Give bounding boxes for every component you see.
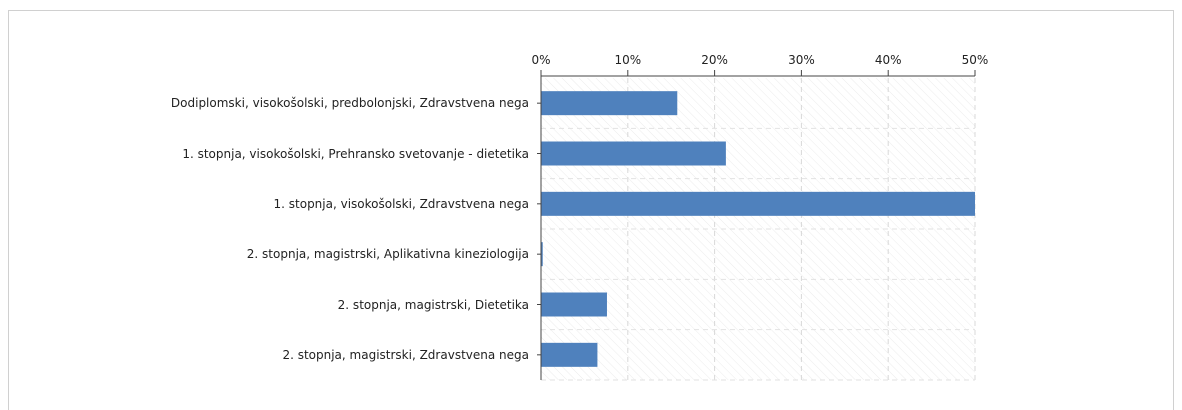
bar [541, 141, 726, 166]
y-tick-label: 2. stopnja, magistrski, Zdravstvena nega [282, 347, 529, 362]
x-tick-label: 20% [701, 53, 728, 67]
y-tick-label: Dodiplomski, visokošolski, predbolonjski… [170, 96, 529, 111]
bar [541, 191, 975, 216]
x-tick-label: 40% [875, 53, 902, 67]
bar [541, 91, 678, 116]
x-tick-label: 10% [614, 53, 641, 67]
x-tick-label: 30% [788, 53, 815, 67]
y-tick-label: 2. stopnja, magistrski, Aplikativna kine… [246, 247, 529, 262]
chart-frame [8, 10, 1174, 410]
y-tick-label: 1. stopnja, visokošolski, Zdravstvena ne… [273, 196, 530, 211]
y-tick-label: 2. stopnja, magistrski, Dietetika [337, 297, 529, 312]
bar [541, 242, 543, 267]
x-tick-label: 50% [962, 53, 989, 67]
bar [541, 292, 607, 317]
bar [541, 342, 598, 367]
y-tick-label: 1. stopnja, visokošolski, Prehransko sve… [182, 146, 529, 161]
x-tick-label: 0% [531, 53, 550, 67]
